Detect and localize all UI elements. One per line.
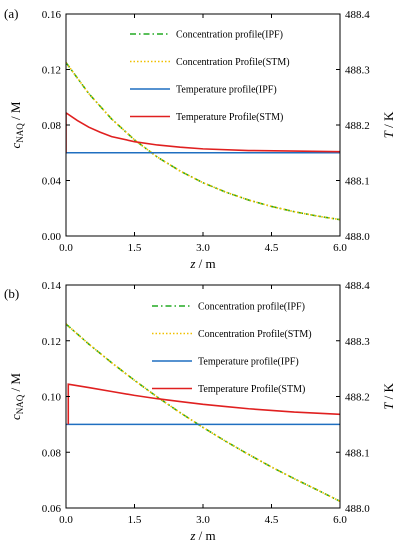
y-tick-label: 0.12 — [42, 336, 61, 348]
y2-tick-label: 488.0 — [345, 231, 370, 243]
y-axis-label: cNAQ / M — [8, 101, 25, 148]
chart-panel-a: (a) 0.0 1.5 3.0 4.5 6.0 0.00 0.04 0.08 0.12 0.16 48… — [4, 6, 396, 271]
x-axis-label: z / m — [189, 256, 215, 271]
y-axis-label: cNAQ / M — [8, 373, 25, 420]
x-tick-label: 1.5 — [128, 242, 142, 254]
y-tick-label: 0.14 — [42, 280, 62, 292]
series-line-1 — [66, 323, 340, 503]
chart-panel-b: (b) 0.0 1.5 3.0 4.5 6.0 0.06 0.08 0.10 0.12 0.14 48… — [4, 280, 396, 543]
plot-frame — [65, 13, 341, 237]
legend-entry-2: Temperature profile(IPF) — [198, 357, 299, 368]
series-line-1 — [66, 62, 340, 221]
legend: Concentration profile(IPF) Concentration … — [130, 30, 290, 123]
y2-axis-label: T / K — [381, 383, 396, 410]
series-line-3 — [67, 383, 340, 425]
y-tick-label: 0.00 — [42, 231, 62, 243]
y2-tick-label: 488.3 — [345, 65, 370, 77]
x-tick-label: 3.0 — [196, 514, 210, 526]
legend-entry-2: Temperature profile(IPF) — [176, 85, 277, 96]
series-line-3 — [66, 111, 340, 153]
legend-entry-0: Concentration profile(IPF) — [176, 30, 283, 41]
panel-label: (a) — [4, 6, 18, 21]
panel-label: (b) — [4, 286, 19, 301]
x-tick-label: 0.0 — [59, 242, 73, 254]
y-tick-label: 0.06 — [42, 503, 62, 515]
y-tick-label: 0.08 — [42, 447, 62, 459]
legend-entry-3: Temperature Profile(STM) — [176, 112, 283, 123]
series-group — [66, 323, 340, 503]
y2-tick-label: 488.2 — [345, 392, 370, 404]
plot-frame — [65, 284, 341, 509]
y-tick-label: 0.10 — [42, 392, 62, 404]
y2-tick-label: 488.4 — [345, 280, 370, 292]
legend: Concentration profile(IPF) Concentration … — [152, 302, 312, 395]
legend-entry-3: Temperature Profile(STM) — [198, 384, 305, 395]
y2-tick-label: 488.4 — [345, 9, 370, 21]
y-tick-label: 0.04 — [42, 176, 62, 188]
x-tick-label: 1.5 — [128, 514, 142, 526]
series-group — [66, 62, 340, 221]
legend-entry-1: Concentration Profile(STM) — [176, 57, 290, 68]
legend-entry-0: Concentration profile(IPF) — [198, 302, 305, 313]
y2-axis-label: T / K — [381, 111, 396, 138]
series-line-0 — [66, 62, 340, 221]
x-tick-label: 3.0 — [196, 242, 210, 254]
x-tick-label: 4.5 — [265, 514, 279, 526]
x-tick-label: 0.0 — [59, 514, 73, 526]
y-tick-label: 0.16 — [42, 9, 62, 21]
x-tick-label: 4.5 — [265, 242, 279, 254]
y2-tick-label: 488.1 — [345, 447, 370, 459]
y2-tick-label: 488.0 — [345, 503, 370, 515]
y-tick-label: 0.08 — [42, 120, 62, 132]
y2-tick-label: 488.1 — [345, 176, 370, 188]
y-tick-label: 0.12 — [42, 65, 61, 77]
y2-tick-label: 488.2 — [345, 120, 370, 132]
x-axis-label: z / m — [189, 528, 215, 543]
legend-entry-1: Concentration Profile(STM) — [198, 329, 312, 340]
x-tick-label: 6.0 — [333, 242, 347, 254]
x-tick-label: 6.0 — [333, 514, 347, 526]
y2-tick-label: 488.3 — [345, 336, 370, 348]
